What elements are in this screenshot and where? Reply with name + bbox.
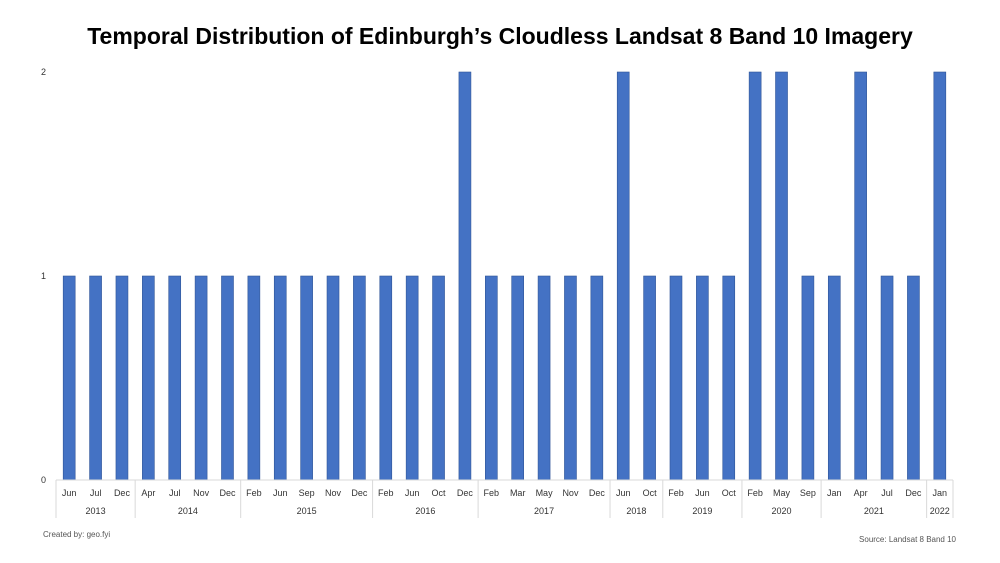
- month-label: Oct: [722, 488, 737, 498]
- month-label: Jun: [695, 488, 710, 498]
- month-label: Apr: [854, 488, 868, 498]
- bar-2018-oct: [643, 275, 656, 481]
- month-label: Oct: [432, 488, 447, 498]
- year-label: 2020: [771, 506, 791, 516]
- month-label: May: [536, 488, 554, 498]
- month-label: Dec: [351, 488, 368, 498]
- created-by-note: Created by: geo.fyi: [43, 530, 110, 539]
- year-label: 2013: [86, 506, 106, 516]
- month-label: Nov: [562, 488, 579, 498]
- month-label: Feb: [668, 488, 684, 498]
- bar-2015-dec: [353, 275, 366, 481]
- y-tick-label: 1: [41, 271, 46, 281]
- bar-2019-jun: [696, 275, 709, 481]
- bar-2015-sep: [300, 275, 313, 481]
- bar-2020-may: [775, 71, 788, 481]
- bar-2021-jul: [880, 275, 894, 481]
- month-label: May: [773, 488, 791, 498]
- bar-2016-oct: [432, 275, 445, 481]
- bar-2015-nov: [326, 275, 340, 481]
- month-label: Jan: [827, 488, 842, 498]
- month-label: Nov: [325, 488, 342, 498]
- chart-title: Temporal Distribution of Edinburgh’s Clo…: [87, 23, 913, 49]
- bar-2017-feb: [485, 275, 498, 481]
- month-label: Jun: [273, 488, 288, 498]
- source-note: Source: Landsat 8 Band 10: [859, 535, 957, 544]
- month-label: Feb: [484, 488, 500, 498]
- month-label: Dec: [905, 488, 922, 498]
- month-label: Feb: [378, 488, 394, 498]
- bar-2013-jun: [62, 275, 76, 481]
- bar-2019-feb: [669, 275, 683, 481]
- month-label: Mar: [510, 488, 526, 498]
- bar-2017-may: [537, 275, 551, 481]
- y-tick-label: 2: [41, 67, 46, 77]
- bar-2015-feb: [247, 275, 261, 481]
- bar-2014-nov: [194, 275, 208, 481]
- bar-2018-jun: [616, 71, 630, 481]
- year-label: 2018: [626, 506, 646, 516]
- bars: [62, 71, 947, 481]
- bar-2016-dec: [458, 71, 472, 481]
- bar-2013-jul: [89, 275, 102, 481]
- bar-2020-feb: [748, 71, 762, 481]
- month-label: Sep: [299, 488, 315, 498]
- year-label: 2021: [864, 506, 884, 516]
- month-label: Dec: [457, 488, 474, 498]
- y-axis: 0 1 2: [41, 67, 46, 485]
- bar-2022-jan: [933, 71, 947, 481]
- year-label: 2019: [692, 506, 712, 516]
- bar-2021-dec: [907, 275, 920, 481]
- bar-2015-jun: [273, 275, 287, 481]
- bar-2016-jun: [405, 275, 419, 481]
- bar-2020-sep: [801, 275, 815, 481]
- month-label: Dec: [589, 488, 606, 498]
- bar-2017-mar: [511, 275, 524, 481]
- month-label: Jan: [933, 488, 948, 498]
- year-label: 2015: [297, 506, 317, 516]
- bar-2021-apr: [854, 71, 867, 481]
- year-label: 2014: [178, 506, 198, 516]
- month-label: Jul: [90, 488, 102, 498]
- month-label: Feb: [747, 488, 763, 498]
- month-label: Sep: [800, 488, 816, 498]
- bar-2014-apr: [142, 275, 155, 481]
- x-axis: Jun Jul Dec 2013 Apr Jul Nov Dec 2014 Feb Jun Sep No…: [55, 479, 954, 518]
- month-label: Jul: [881, 488, 893, 498]
- bar-2014-dec: [221, 275, 234, 481]
- month-label: Jun: [62, 488, 77, 498]
- month-label: Oct: [643, 488, 658, 498]
- month-label: Nov: [193, 488, 210, 498]
- month-label: Dec: [114, 488, 131, 498]
- month-label: Jun: [616, 488, 631, 498]
- bar-2017-dec: [590, 275, 604, 481]
- bar-2017-nov: [564, 275, 577, 481]
- year-label: 2022: [930, 506, 950, 516]
- bar-2014-jul: [168, 275, 182, 481]
- month-label: Jul: [169, 488, 181, 498]
- bar-2019-oct: [722, 275, 736, 481]
- month-label: Dec: [219, 488, 236, 498]
- month-label: Jun: [405, 488, 420, 498]
- bar-2016-feb: [379, 275, 393, 481]
- bar-2021-jan: [827, 275, 841, 481]
- month-label: Feb: [246, 488, 262, 498]
- month-label: Apr: [141, 488, 155, 498]
- bar-2013-dec: [115, 275, 129, 481]
- y-tick-label: 0: [41, 475, 46, 485]
- year-label: 2016: [415, 506, 435, 516]
- year-label: 2017: [534, 506, 554, 516]
